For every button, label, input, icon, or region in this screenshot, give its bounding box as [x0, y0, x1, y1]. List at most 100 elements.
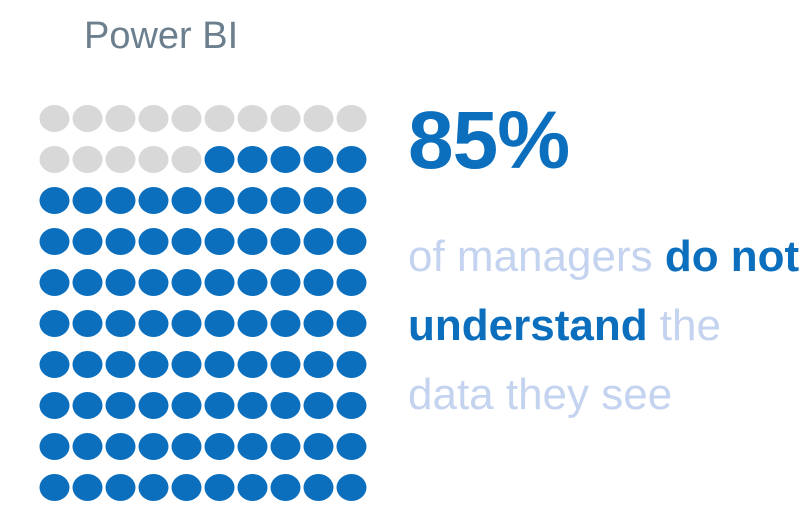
waffle-dot-filled [72, 228, 103, 255]
waffle-dot-filled [303, 310, 334, 337]
caption-text-start: of managers [408, 232, 665, 281]
waffle-dot-filled [303, 351, 334, 378]
waffle-dot-filled [204, 351, 235, 378]
waffle-dot-empty [39, 105, 70, 132]
waffle-dot-empty [72, 105, 103, 132]
waffle-dot-filled [72, 187, 103, 214]
waffle-dot-filled [336, 351, 367, 378]
brand-title: Power BI [84, 15, 239, 57]
waffle-dot-filled [270, 474, 301, 501]
waffle-dot-filled [138, 433, 169, 460]
waffle-dot-filled [204, 146, 235, 173]
waffle-dot-filled [336, 146, 367, 173]
waffle-dot-filled [270, 228, 301, 255]
waffle-dot-filled [303, 269, 334, 296]
waffle-dot-filled [336, 228, 367, 255]
waffle-dot-filled [270, 187, 301, 214]
waffle-dot-empty [237, 105, 268, 132]
waffle-dot-filled [270, 433, 301, 460]
waffle-dot-filled [138, 310, 169, 337]
waffle-dot-filled [39, 351, 70, 378]
waffle-dot-empty [204, 105, 235, 132]
waffle-dot-filled [237, 310, 268, 337]
waffle-dot-filled [204, 269, 235, 296]
waffle-dot-filled [237, 269, 268, 296]
waffle-dot-filled [237, 392, 268, 419]
waffle-dot-filled [303, 433, 334, 460]
waffle-dot-filled [204, 310, 235, 337]
waffle-dot-filled [105, 269, 136, 296]
waffle-dot-filled [270, 310, 301, 337]
waffle-dot-filled [171, 351, 202, 378]
waffle-dot-filled [39, 474, 70, 501]
waffle-dot-filled [336, 269, 367, 296]
waffle-dot-filled [303, 474, 334, 501]
waffle-dot-filled [105, 187, 136, 214]
waffle-dot-filled [303, 392, 334, 419]
waffle-dot-filled [39, 228, 70, 255]
waffle-dot-filled [72, 433, 103, 460]
waffle-dot-filled [171, 269, 202, 296]
waffle-dot-filled [138, 392, 169, 419]
waffle-dot-filled [303, 146, 334, 173]
waffle-dot-filled [237, 474, 268, 501]
waffle-dot-filled [105, 392, 136, 419]
waffle-dot-filled [270, 269, 301, 296]
waffle-dot-filled [204, 474, 235, 501]
waffle-dot-filled [138, 187, 169, 214]
waffle-dot-empty [171, 146, 202, 173]
waffle-dot-filled [39, 433, 70, 460]
waffle-dot-filled [237, 187, 268, 214]
waffle-dot-empty [303, 105, 334, 132]
waffle-dot-filled [336, 392, 367, 419]
waffle-dot-filled [303, 187, 334, 214]
waffle-dot-filled [171, 310, 202, 337]
waffle-dot-filled [105, 433, 136, 460]
waffle-dot-filled [72, 392, 103, 419]
waffle-dot-filled [105, 351, 136, 378]
waffle-dot-filled [138, 228, 169, 255]
waffle-dot-filled [171, 392, 202, 419]
waffle-dot-filled [171, 433, 202, 460]
waffle-dot-filled [237, 351, 268, 378]
waffle-dot-filled [237, 146, 268, 173]
waffle-dot-filled [138, 351, 169, 378]
waffle-dot-filled [39, 187, 70, 214]
waffle-dot-filled [336, 187, 367, 214]
waffle-dot-filled [204, 433, 235, 460]
waffle-dot-filled [204, 187, 235, 214]
waffle-dot-filled [270, 146, 301, 173]
waffle-dot-filled [336, 474, 367, 501]
waffle-dot-filled [39, 269, 70, 296]
waffle-dot-filled [39, 392, 70, 419]
caption-text-end: the data they see [408, 301, 721, 419]
waffle-dot-filled [336, 433, 367, 460]
waffle-dot-filled [270, 392, 301, 419]
waffle-dot-filled [39, 310, 70, 337]
waffle-dot-filled [72, 351, 103, 378]
waffle-dot-empty [171, 105, 202, 132]
caption-emphasis: do not understand [408, 232, 800, 350]
waffle-dot-empty [138, 105, 169, 132]
waffle-dot-empty [138, 146, 169, 173]
waffle-dot-empty [270, 105, 301, 132]
waffle-dot-filled [138, 474, 169, 501]
waffle-dot-filled [204, 392, 235, 419]
waffle-dot-filled [105, 310, 136, 337]
waffle-dot-filled [237, 228, 268, 255]
waffle-dot-empty [336, 105, 367, 132]
percentage-value: 85% [408, 95, 570, 186]
waffle-dot-filled [204, 228, 235, 255]
waffle-dot-filled [237, 433, 268, 460]
statistic-caption: of managers do not understand the data t… [408, 222, 800, 429]
waffle-dot-empty [105, 146, 136, 173]
waffle-dot-filled [336, 310, 367, 337]
waffle-chart [39, 105, 367, 501]
waffle-dot-filled [72, 474, 103, 501]
waffle-dot-filled [171, 187, 202, 214]
waffle-dot-empty [72, 146, 103, 173]
waffle-dot-filled [171, 474, 202, 501]
waffle-dot-filled [105, 474, 136, 501]
waffle-dot-filled [72, 310, 103, 337]
waffle-dot-filled [105, 228, 136, 255]
